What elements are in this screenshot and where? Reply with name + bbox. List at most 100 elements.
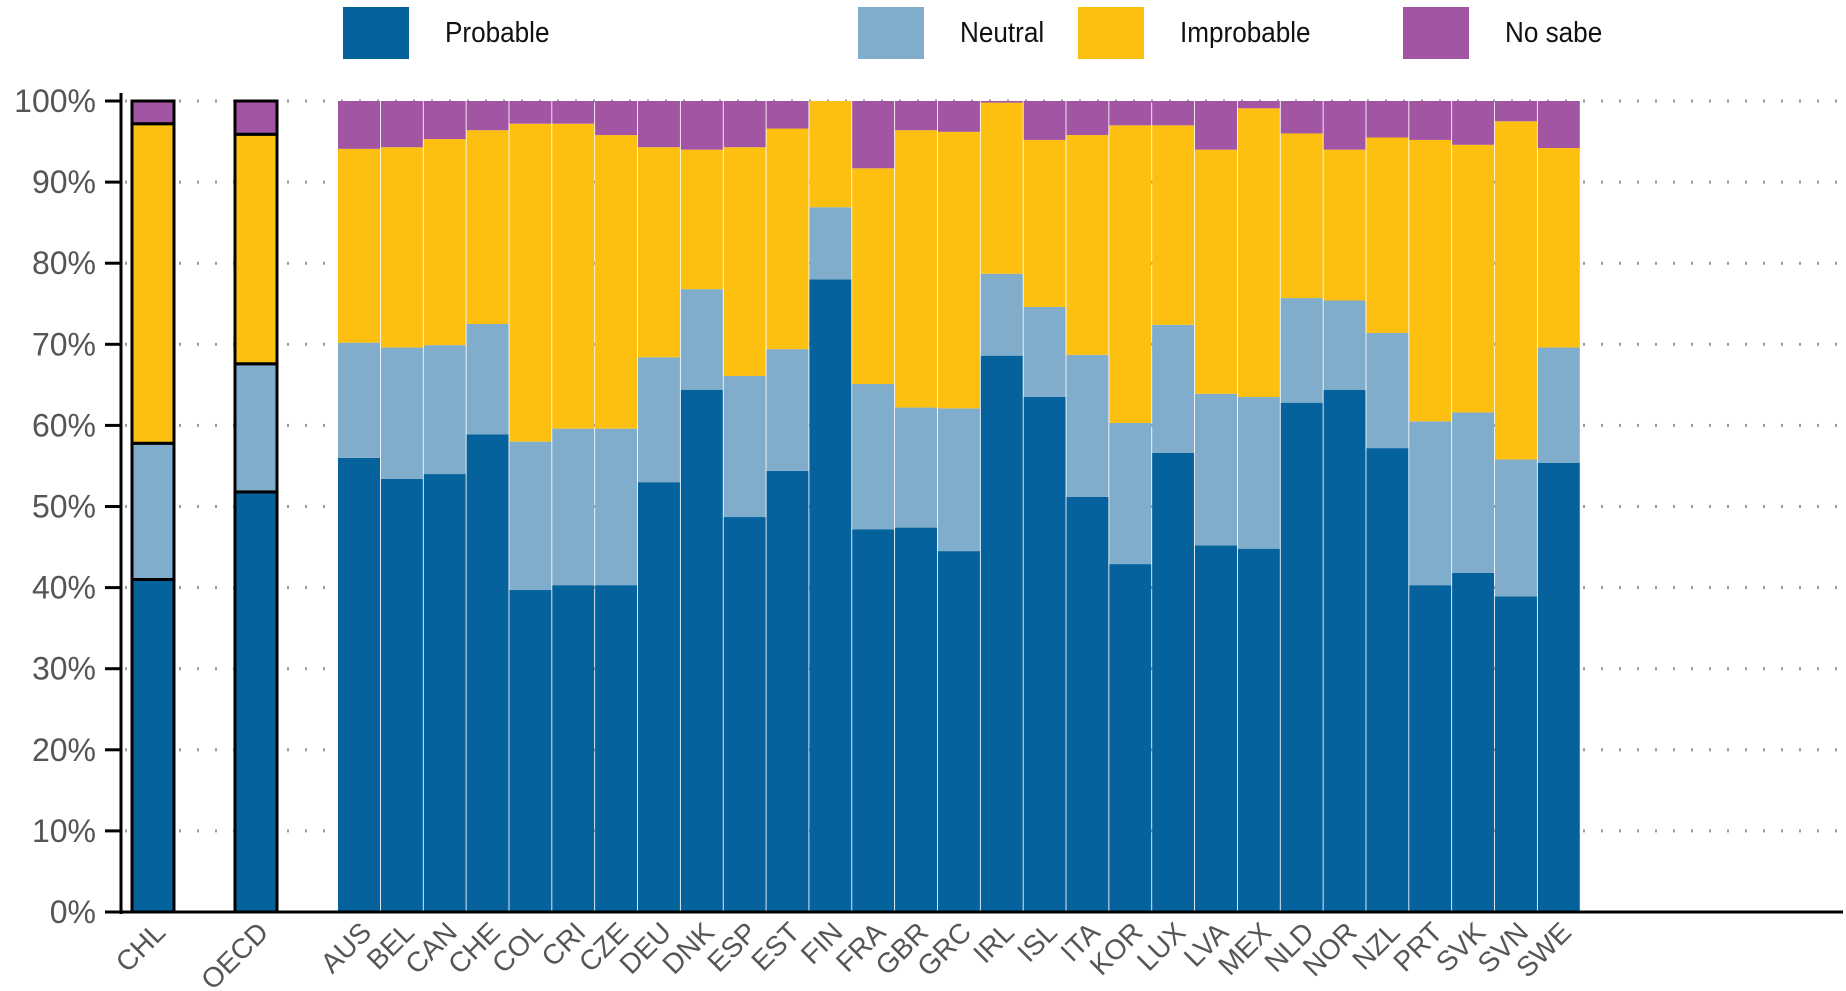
bar-segment-lux-improbable xyxy=(1152,125,1195,325)
bar-segment-grc-improbable xyxy=(937,131,980,409)
legend-item-neutral: Neutral xyxy=(858,7,1054,59)
bar-segment-nzl-neutral xyxy=(1366,332,1409,449)
bar-segment-lux-no-sabe xyxy=(1152,101,1195,126)
bar-segment-fra-improbable xyxy=(852,168,895,385)
bar-segment-oecd-no-sabe xyxy=(233,99,279,136)
bar-segment-swe-neutral xyxy=(1537,347,1580,463)
bar-segment-dnk-neutral xyxy=(680,289,723,390)
legend-item-probable: Probable xyxy=(343,7,561,59)
bar-segment-svk-probable xyxy=(1452,573,1495,912)
bar-segment-est-no-sabe xyxy=(766,101,809,129)
y-tick-label: 30% xyxy=(32,651,96,687)
bar-segment-lva-improbable xyxy=(1195,149,1237,394)
bar-segment-che-neutral xyxy=(466,324,509,435)
y-tick-label: 40% xyxy=(32,570,96,606)
bar-segment-bel-neutral xyxy=(380,347,423,479)
legend-label-neutral: Neutral xyxy=(960,16,1045,49)
bar-segment-deu-probable xyxy=(637,482,680,912)
bar-segment-oecd-probable xyxy=(233,490,279,914)
bar-segment-aus-no-sabe xyxy=(338,101,380,149)
bar-segment-lux-probable xyxy=(1152,452,1195,912)
bar-segment-svk-neutral xyxy=(1452,412,1495,574)
bar-segment-fra-probable xyxy=(852,529,895,912)
bar-segment-can-no-sabe xyxy=(423,101,466,140)
bar-segment-esp-probable xyxy=(723,517,766,912)
bar-segment-cze-probable xyxy=(595,585,638,912)
bar-segment-mex-no-sabe xyxy=(1237,101,1280,109)
bar-segment-cri-no-sabe xyxy=(552,101,595,124)
bar-segment-aus-neutral xyxy=(338,342,380,458)
bar-segment-kor-neutral xyxy=(1109,422,1152,565)
bar-segment-cze-no-sabe xyxy=(595,101,638,136)
bar-segment-nzl-no-sabe xyxy=(1366,101,1409,138)
bar-segment-deu-no-sabe xyxy=(637,101,680,148)
bar-segment-aus-probable xyxy=(338,457,380,912)
bar-segment-deu-improbable xyxy=(637,147,680,358)
legend-item-improbable: Improbable xyxy=(1078,7,1325,59)
bar-segment-cze-neutral xyxy=(595,428,638,586)
bar-segment-nld-neutral xyxy=(1280,298,1323,403)
bar-segment-cri-neutral xyxy=(552,428,595,586)
bar-segment-col-probable xyxy=(509,590,552,912)
bar-segment-col-improbable xyxy=(509,123,552,442)
bar-segment-cri-probable xyxy=(552,585,595,912)
bar-segment-oecd-improbable xyxy=(233,132,279,366)
bar-segment-est-probable xyxy=(766,470,809,912)
bar-segment-gbr-neutral xyxy=(895,407,938,528)
bar-segment-kor-improbable xyxy=(1109,125,1152,423)
bar-segment-svk-no-sabe xyxy=(1452,101,1495,145)
bar-segment-prt-neutral xyxy=(1409,421,1452,586)
bar-segment-che-probable xyxy=(466,434,509,912)
bar-segment-chl-neutral xyxy=(130,441,176,581)
bar-segment-fra-no-sabe xyxy=(852,101,895,169)
bar-segment-fin-neutral xyxy=(809,207,852,280)
bar-segment-gbr-probable xyxy=(895,527,938,912)
bar-segment-nld-probable xyxy=(1280,402,1323,912)
bar-segment-svk-improbable xyxy=(1452,144,1495,413)
bar-segment-swe-improbable xyxy=(1537,148,1580,348)
bar-segment-mex-probable xyxy=(1237,548,1280,912)
bar-segment-chl-no-sabe xyxy=(130,99,176,126)
bar-segment-irl-improbable xyxy=(980,102,1023,274)
y-tick-labels: 0% 10% 20% 30% 40% 50% 60% 70% 80% 90% 100% xyxy=(14,83,96,930)
x-tick-label: ISL xyxy=(1011,916,1063,968)
bar-segment-ita-improbable xyxy=(1066,135,1109,355)
bar-segment-fin-probable xyxy=(809,279,852,912)
bar-segment-fin-improbable xyxy=(809,101,852,208)
bar-segment-svn-probable xyxy=(1494,596,1537,912)
bar-segment-dnk-no-sabe xyxy=(680,101,723,150)
bar-segment-can-neutral xyxy=(423,345,466,475)
bar-segment-irl-no-sabe xyxy=(980,101,1023,103)
bar-segment-can-probable xyxy=(423,474,466,912)
bar-segment-nor-probable xyxy=(1323,389,1366,912)
bar-segment-cri-improbable xyxy=(552,123,595,429)
legend-label-improbable: Improbable xyxy=(1180,16,1311,49)
bar-segment-bel-no-sabe xyxy=(380,101,423,148)
bar-segment-dnk-probable xyxy=(680,389,723,912)
bar-segment-che-no-sabe xyxy=(466,101,509,131)
legend-swatch-probable xyxy=(343,7,409,59)
bar-segment-ita-probable xyxy=(1066,496,1109,912)
bar-segment-che-improbable xyxy=(466,130,509,325)
bar-segment-irl-probable xyxy=(980,355,1023,912)
bar-segment-chl-probable xyxy=(130,577,176,914)
bar-segment-grc-neutral xyxy=(937,408,980,552)
bar-segment-nor-no-sabe xyxy=(1323,101,1366,150)
bar-segment-grc-probable xyxy=(937,551,980,912)
bar-segment-ita-neutral xyxy=(1066,354,1109,497)
bar-segment-bel-improbable xyxy=(380,147,423,348)
bar-segment-lva-neutral xyxy=(1195,393,1237,546)
bar-segment-swe-no-sabe xyxy=(1537,101,1580,149)
bar-segment-nld-no-sabe xyxy=(1280,101,1323,134)
bar-segment-kor-probable xyxy=(1109,564,1152,912)
legend-label-no-sabe: No sabe xyxy=(1505,16,1603,49)
bar-segment-lux-neutral xyxy=(1152,324,1195,453)
y-tick-label: 100% xyxy=(14,83,96,119)
bar-segment-fra-neutral xyxy=(852,384,895,530)
bar-segment-nor-neutral xyxy=(1323,300,1366,390)
bar-segment-est-improbable xyxy=(766,128,809,350)
x-tick-label: CHL xyxy=(110,916,172,978)
bar-segment-isl-improbable xyxy=(1023,139,1066,307)
x-tick-label: OECD xyxy=(195,916,274,991)
bar-segment-mex-neutral xyxy=(1237,397,1280,549)
